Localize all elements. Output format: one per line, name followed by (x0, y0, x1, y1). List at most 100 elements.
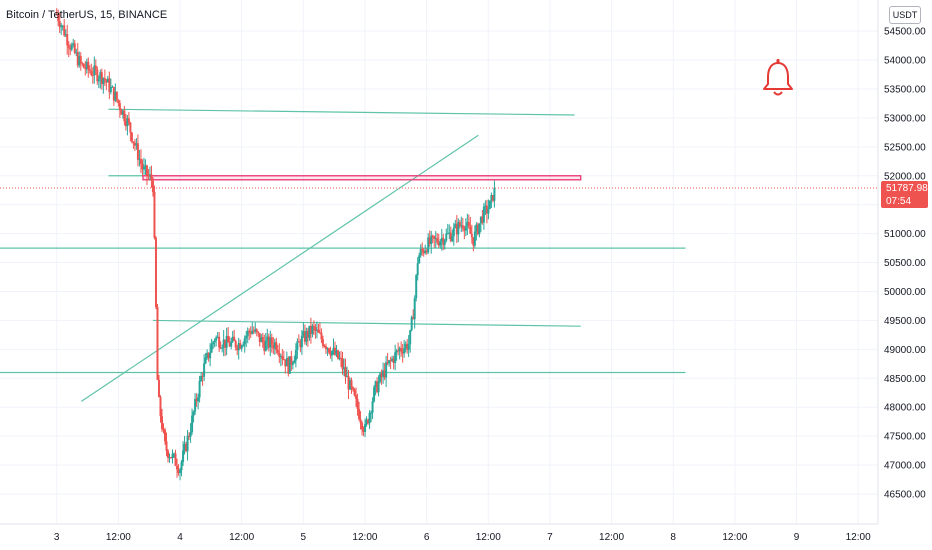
candle-body (406, 343, 409, 350)
candle-body (206, 352, 209, 358)
candle-body (252, 330, 255, 332)
candle-body (388, 360, 391, 364)
candle-body (463, 228, 466, 231)
candle-body (225, 336, 228, 348)
time-tick-label: 4 (177, 532, 183, 543)
candle-body (487, 208, 490, 214)
time-tick-label: 5 (301, 532, 307, 543)
candle-body (346, 376, 349, 378)
candle-body (294, 350, 297, 361)
candle-body (437, 242, 440, 246)
candle-body (324, 346, 327, 350)
candle-body (228, 342, 231, 347)
candle-body (91, 74, 94, 76)
candle-body (248, 330, 251, 333)
candle-body (67, 45, 70, 48)
candle-body (458, 222, 461, 227)
candle-body (272, 344, 275, 349)
candle-body (142, 166, 145, 170)
candle-body (218, 336, 221, 348)
candle-body (407, 344, 410, 350)
hline-53150[interactable] (108, 108, 575, 116)
candle-body (263, 342, 266, 351)
candle-body (373, 387, 376, 402)
candle-body (460, 225, 463, 227)
candle-body (415, 275, 418, 299)
time-axis[interactable]: 3 12:00 4 12:00 5 12:00 6 12:00 7 12:00 8 12:00 9 12:… (54, 532, 871, 543)
candle-body (111, 86, 114, 88)
candle-body (339, 357, 342, 359)
candle-body (448, 232, 451, 234)
candle-body (76, 52, 79, 66)
candle-body (314, 326, 317, 331)
candle-body (145, 165, 148, 176)
time-tick-label: 12:00 (722, 532, 747, 543)
candle-body (239, 343, 242, 349)
candle-body (204, 357, 207, 364)
candle-body (358, 409, 361, 420)
candlestick-series[interactable] (55, 8, 496, 481)
candle-body (367, 419, 370, 424)
resistance-zone[interactable] (142, 175, 582, 181)
price-tick-label: 49000.00 (884, 345, 926, 356)
candle-body (224, 339, 227, 348)
candle-body (469, 226, 472, 234)
candle-body (157, 379, 160, 398)
candle-body (472, 237, 475, 246)
candle-body (249, 332, 252, 334)
candle-body (138, 158, 141, 160)
candle-body (413, 298, 416, 320)
currency-selector[interactable]: USDT (889, 6, 921, 24)
candle-body (112, 86, 115, 101)
candle-body (380, 373, 383, 377)
bell-icon[interactable] (763, 59, 793, 96)
price-tick-label: 48500.00 (884, 374, 926, 385)
candle-body (230, 341, 233, 347)
candle-body (297, 341, 300, 343)
candle-body (284, 359, 287, 367)
candle-body (355, 395, 358, 400)
candle-body (356, 399, 359, 410)
candle-body (302, 331, 305, 336)
price-tick-label: 47000.00 (884, 461, 926, 472)
candle-body (299, 342, 302, 348)
candle-body (424, 250, 427, 254)
price-tick-label: 52000.00 (884, 171, 926, 182)
candle-body (485, 205, 488, 214)
candle-body (177, 469, 180, 473)
candle-body (398, 348, 401, 352)
candle-body (336, 350, 339, 359)
candle-body (467, 222, 470, 227)
hline-49500[interactable] (152, 319, 581, 327)
time-tick-label: 12:00 (106, 532, 131, 543)
candle-body (109, 86, 112, 93)
candle-body (221, 347, 224, 349)
candle-body (85, 61, 88, 70)
candle-body (451, 236, 454, 241)
price-tick-label: 51000.00 (884, 229, 926, 240)
candle-body (242, 344, 245, 346)
candle-body (365, 419, 368, 424)
candle-body (203, 363, 206, 377)
candle-body (427, 237, 430, 253)
candle-body (188, 435, 191, 437)
bar-countdown: 07:54 (886, 196, 911, 207)
candle-body (257, 331, 260, 334)
candle-body (288, 356, 291, 374)
candle-body (273, 342, 276, 349)
price-axis[interactable]: 46500.00 47000.00 47500.00 48000.00 48500.00… (884, 27, 926, 501)
candle-body (173, 453, 176, 455)
candle-body (349, 380, 352, 390)
candle-body (377, 381, 380, 393)
candle-body (159, 397, 162, 417)
drawings-layer[interactable] (0, 108, 686, 402)
candle-body (165, 441, 168, 451)
candle-body (179, 470, 182, 473)
candle-body (126, 118, 129, 127)
candle-body (344, 367, 347, 377)
candle-body (267, 336, 270, 348)
candle-body (353, 389, 356, 396)
candle-body (216, 336, 219, 338)
candle-body (382, 370, 385, 377)
